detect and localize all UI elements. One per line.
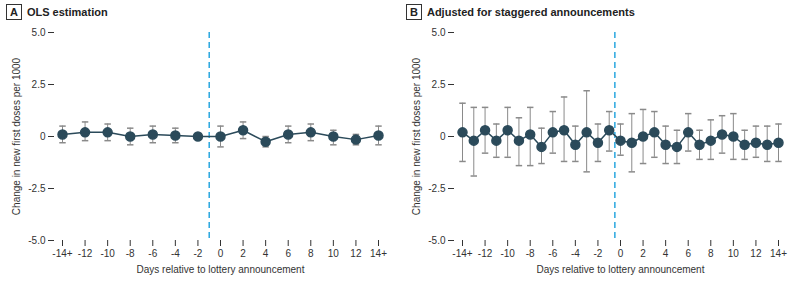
svg-text:-4: -4: [571, 248, 580, 259]
svg-text:-2: -2: [193, 248, 202, 259]
html-text:A: A: [10, 6, 18, 18]
svg-text:-4: -4: [171, 248, 180, 259]
svg-text:-6: -6: [548, 248, 557, 259]
svg-text:-5.0: -5.0: [428, 235, 446, 246]
svg-text:-14+: -14+: [52, 248, 72, 259]
svg-text:2.5: 2.5: [432, 79, 446, 90]
svg-text:8: 8: [308, 248, 314, 259]
svg-text:-12: -12: [478, 248, 493, 259]
svg-text:0: 0: [440, 131, 446, 142]
svg-text:0: 0: [40, 131, 46, 142]
svg-text:12: 12: [750, 248, 762, 259]
svg-text:8: 8: [708, 248, 714, 259]
svg-text:0: 0: [618, 248, 624, 259]
svg-text:Change in new first doses per: Change in new first doses per 1000: [11, 57, 22, 215]
svg-text:-2.5: -2.5: [28, 183, 46, 194]
html-text:Adjusted for staggered announc: Adjusted for staggered announcements: [427, 6, 635, 18]
svg-text:-10: -10: [100, 248, 115, 259]
svg-text:-5.0: -5.0: [28, 235, 46, 246]
svg-text:5.0: 5.0: [32, 27, 46, 38]
svg-text:-8: -8: [126, 248, 135, 259]
svg-text:10: 10: [728, 248, 740, 259]
html-text:B: B: [410, 6, 418, 18]
svg-text:12: 12: [350, 248, 362, 259]
html-text:OLS estimation: OLS estimation: [27, 6, 108, 18]
svg-text:-12: -12: [78, 248, 93, 259]
svg-text:-6: -6: [148, 248, 157, 259]
svg-text:4: 4: [663, 248, 669, 259]
svg-text:Days relative to lottery annou: Days relative to lottery announcement: [537, 264, 705, 275]
svg-text:2: 2: [640, 248, 646, 259]
svg-text:6: 6: [285, 248, 291, 259]
svg-text:2: 2: [240, 248, 246, 259]
svg-text:0: 0: [218, 248, 224, 259]
svg-text:-2.5: -2.5: [428, 183, 446, 194]
svg-text:Days relative to lottery annou: Days relative to lottery announcement: [137, 264, 305, 275]
svg-text:14+: 14+: [370, 248, 387, 259]
svg-text:-2: -2: [593, 248, 602, 259]
svg-text:-8: -8: [526, 248, 535, 259]
svg-text:Change in new first doses per: Change in new first doses per 1000: [411, 57, 422, 215]
svg-text:2.5: 2.5: [32, 79, 46, 90]
svg-text:5.0: 5.0: [432, 27, 446, 38]
svg-text:6: 6: [685, 248, 691, 259]
svg-text:-10: -10: [500, 248, 515, 259]
svg-text:10: 10: [328, 248, 340, 259]
svg-text:14+: 14+: [770, 248, 787, 259]
svg-text:-14+: -14+: [452, 248, 472, 259]
svg-text:4: 4: [263, 248, 269, 259]
